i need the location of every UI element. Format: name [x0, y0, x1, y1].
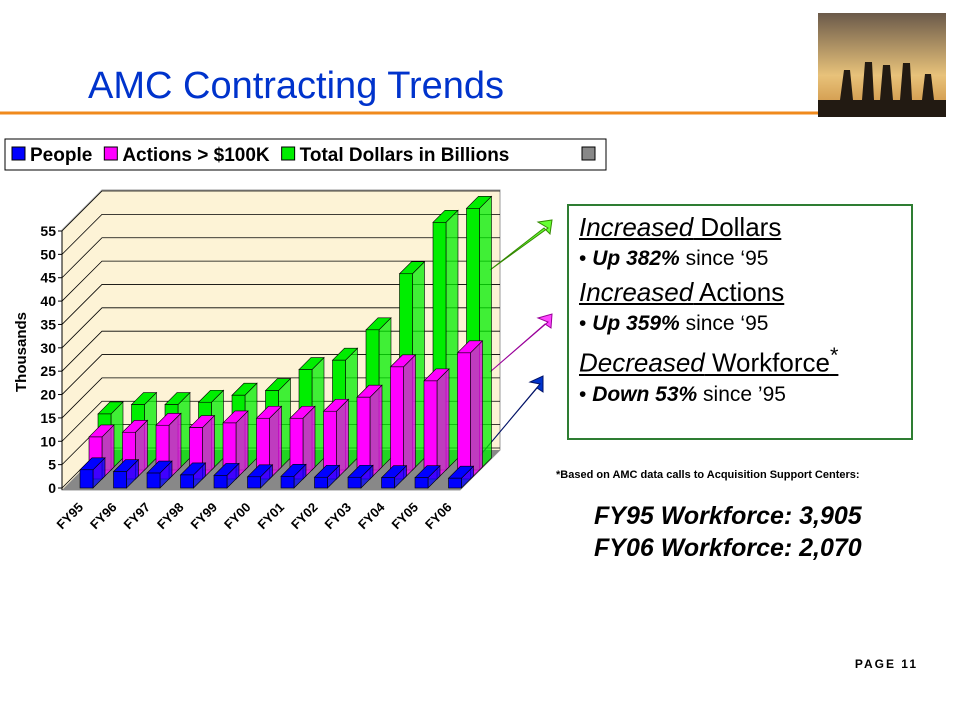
heading-emphasis: Decreased [579, 347, 705, 378]
silhouettes [818, 62, 946, 117]
bullet-text: since ‘95 [679, 247, 769, 270]
heading-mark: * [829, 342, 839, 367]
y-tick-label: 20 [40, 387, 56, 403]
y-tick-label: 55 [40, 223, 56, 239]
bullet-emphasis: Up 382% [592, 247, 680, 270]
bar [448, 477, 462, 489]
x-tick-label: FY01 [255, 500, 288, 533]
arrow [477, 375, 544, 459]
bar-side [403, 354, 416, 480]
y-tick-label: 10 [40, 433, 56, 449]
bar [113, 471, 127, 489]
grid-line [61, 307, 500, 349]
bar [390, 366, 404, 480]
bullet-text: since ’95 [697, 382, 786, 406]
bullet-emphasis: Down 53% [592, 382, 698, 406]
x-tick-label: FY99 [188, 500, 221, 533]
callout-heading: Increased Actions [579, 277, 901, 308]
x-tick-label: FY95 [54, 500, 87, 533]
x-tick-label: FY04 [355, 499, 388, 532]
workforce: FY95 Workforce: 3,905 [594, 502, 863, 530]
y-tick-label: 15 [40, 410, 56, 426]
bar [423, 380, 438, 480]
legend-label: Total Dollars in Billions [300, 145, 510, 166]
grid-line [61, 284, 500, 325]
chart-title: AMC Contracting Trends [88, 65, 504, 107]
bullet-text: since ‘95 [679, 312, 769, 335]
bar [146, 472, 161, 489]
bar [314, 476, 328, 489]
bar [79, 469, 94, 489]
grid-line [61, 190, 500, 232]
callout-bullet: • Up 382% since ‘95 [579, 247, 769, 270]
page-number: PAGE 11 [855, 657, 918, 671]
x-tick-label: FY03 [322, 500, 355, 533]
bar [280, 476, 295, 489]
arrow [489, 313, 553, 373]
legend-swatch [281, 146, 296, 161]
x-tick-label: FY06 [422, 500, 455, 533]
callout-heading: Increased Dollars [579, 212, 901, 243]
y-tick-label: 30 [40, 340, 56, 356]
bar [381, 477, 395, 489]
x-tick-label: FY98 [154, 500, 187, 533]
bullet-emphasis: Up 359% [592, 312, 680, 335]
y-tick-label: 35 [40, 316, 56, 332]
heading-text: Dollars [693, 212, 782, 242]
bar [213, 475, 228, 489]
y-tick-label: 25 [40, 363, 56, 379]
y-tick-label: 45 [40, 270, 56, 286]
callout-heading: Decreased Workforce* [579, 342, 901, 379]
footnote: *Based on AMC data calls to Acquisition … [556, 469, 860, 481]
heading-text: Actions [693, 277, 785, 307]
y-tick-label: 5 [48, 457, 56, 473]
y-tick-label: 0 [48, 480, 56, 496]
legend-swatch [103, 146, 118, 161]
y-tick-label: 40 [40, 293, 56, 309]
bar [180, 474, 194, 489]
x-tick-label: FY97 [121, 500, 154, 533]
bar [414, 477, 429, 489]
workforce: FY06 Workforce: 2,070 [594, 534, 862, 562]
x-tick-label: FY05 [389, 500, 422, 533]
grid-line [61, 237, 500, 279]
bar-side [369, 384, 383, 480]
callout-box: Increased Dollars • Up 382% since ‘95 Incr… [567, 204, 913, 440]
bar-side [470, 340, 483, 480]
bar [457, 352, 471, 480]
x-tick-label: FY02 [288, 500, 321, 533]
grid-line [61, 260, 500, 302]
bar-side [436, 368, 450, 480]
bar [347, 476, 362, 489]
heading-emphasis: Increased [579, 277, 694, 307]
grid-line [61, 213, 500, 255]
heading-emphasis: Increased [579, 212, 694, 242]
bar [247, 476, 261, 489]
y-tick-label: 50 [40, 246, 56, 262]
callout-bullet: • Down 53% since ’95 [579, 382, 786, 406]
legend-swatch [11, 146, 26, 161]
x-tick-label: FY96 [87, 500, 120, 533]
callout-bullet: • Up 359% since ‘95 [579, 312, 769, 335]
legend-swatch [581, 146, 596, 161]
legend-label: Actions > $100K [122, 145, 270, 166]
x-tick-label: FY00 [221, 500, 254, 533]
y-axis-label: Thousands [13, 312, 30, 392]
heading-text: Workforce [704, 347, 830, 378]
legend-label: People [30, 145, 92, 166]
arrow [489, 219, 553, 271]
